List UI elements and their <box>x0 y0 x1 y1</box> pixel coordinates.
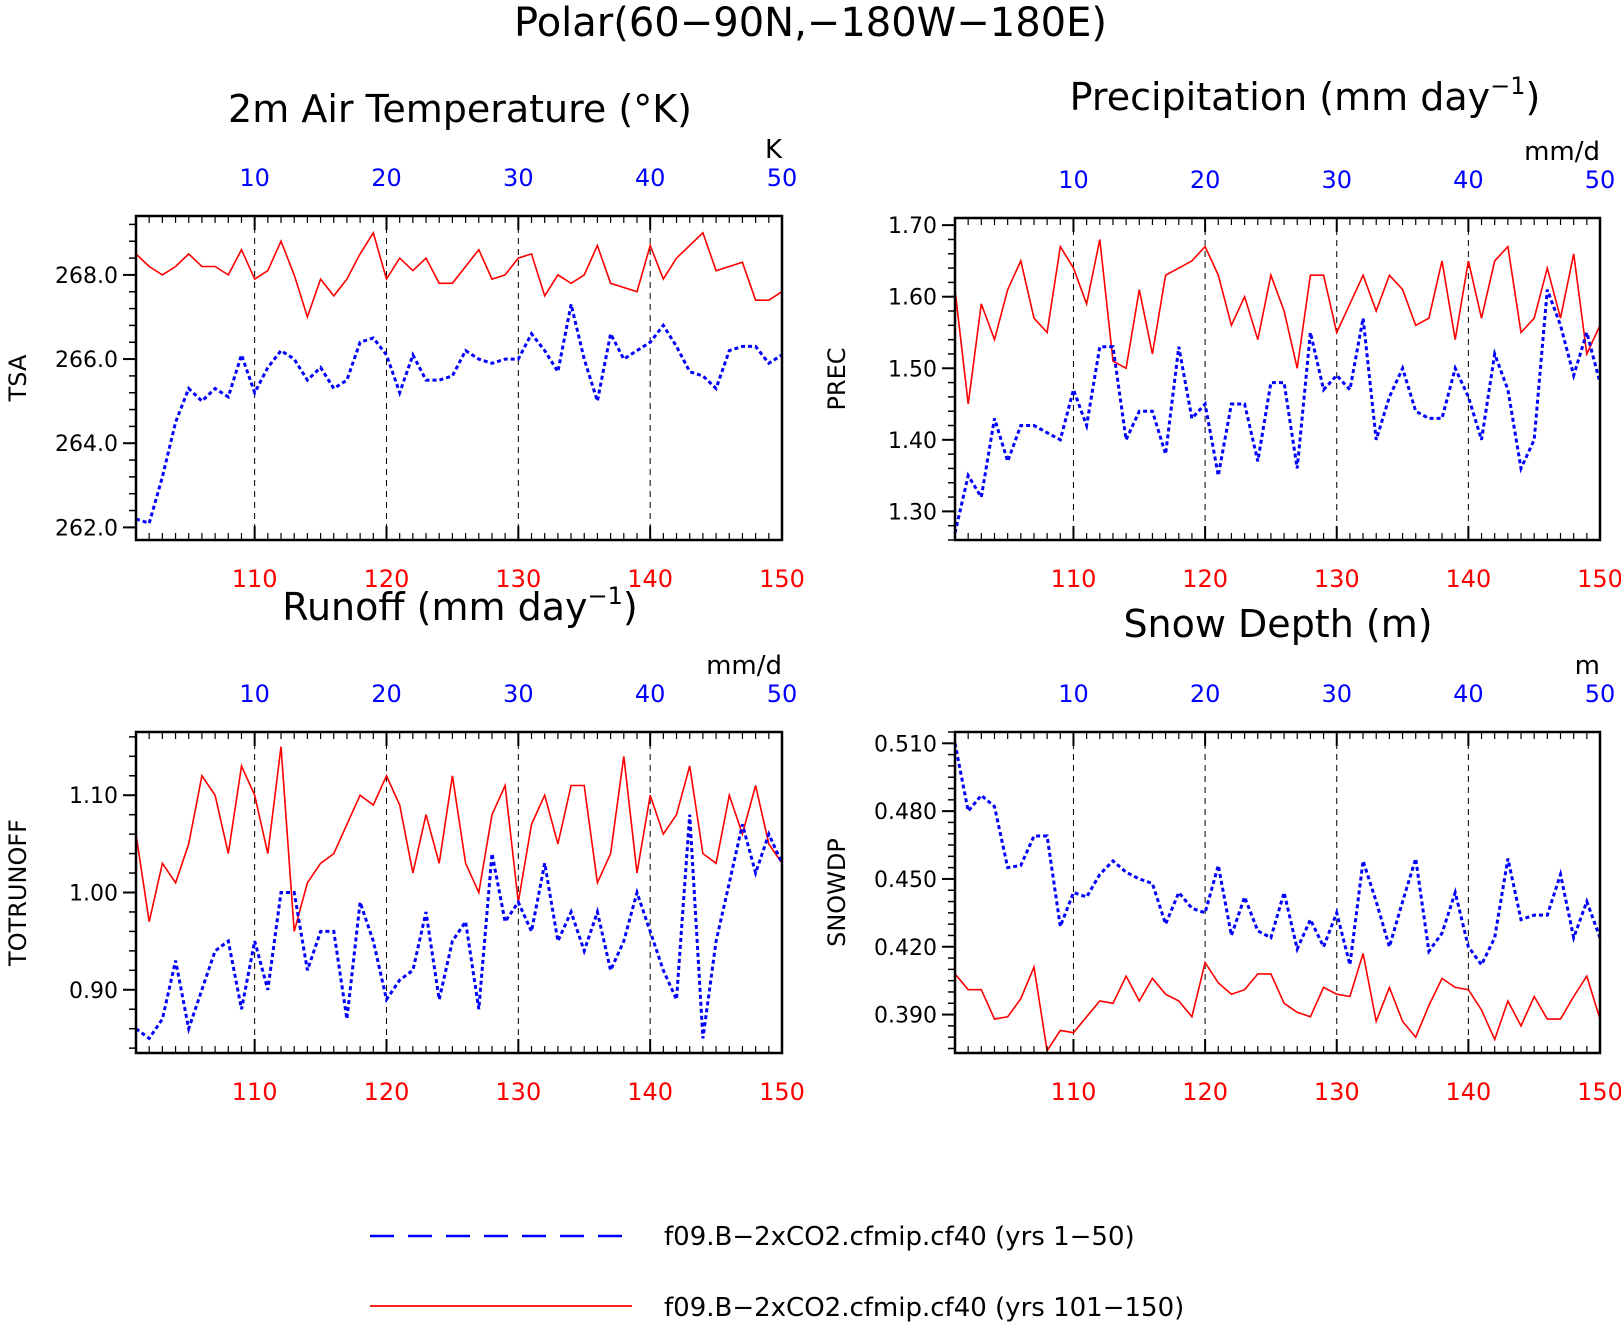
units-label: mm/d <box>1524 137 1600 167</box>
legend-label-2: f09.B−2xCO2.cfmip.cf40 (yrs 101−150) <box>664 1293 1184 1323</box>
legend: f09.B−2xCO2.cfmip.cf40 (yrs 1−50) f09.B−2… <box>370 1222 1184 1323</box>
x-top-tick-label: 20 <box>1190 680 1221 708</box>
x-top-tick-label: 40 <box>1453 166 1484 194</box>
x-bottom-tick-label: 140 <box>627 565 673 593</box>
x-bottom-tick-label: 110 <box>232 1078 278 1106</box>
y-tick-label: 0.450 <box>874 868 937 893</box>
x-top-tick-label: 30 <box>503 680 534 708</box>
units-label: mm/d <box>706 651 782 681</box>
x-bottom-tick-label: 150 <box>1577 565 1621 593</box>
x-top-tick-label: 40 <box>635 164 666 192</box>
y-tick-label: 0.420 <box>874 936 937 961</box>
x-bottom-tick-label: 140 <box>1445 565 1491 593</box>
x-bottom-tick-label: 110 <box>1051 565 1097 593</box>
y-tick-label: 0.480 <box>874 800 937 825</box>
x-top-tick-label: 40 <box>635 680 666 708</box>
x-bottom-tick-label: 130 <box>1314 565 1360 593</box>
x-bottom-tick-label: 150 <box>759 565 805 593</box>
series-line-yrs-101-150 <box>954 953 1601 1053</box>
x-bottom-tick-label: 120 <box>1182 1078 1228 1106</box>
x-top-tick-label: 50 <box>767 680 798 708</box>
y-tick-label: 1.00 <box>69 882 118 907</box>
chart-title: Snow Depth (m) <box>1123 602 1432 646</box>
main-title: Polar(60−90N,−180W−180E) <box>514 0 1107 46</box>
series-line-yrs-1-50 <box>135 814 784 1041</box>
y-tick-label: 264.0 <box>55 432 118 457</box>
y-tick-label: 1.30 <box>888 500 937 525</box>
y-tick-label: 1.10 <box>69 784 118 809</box>
x-top-tick-label: 20 <box>371 680 402 708</box>
chart-panel-4: Snow Depth (m) 0.390 0.420 0.450 0.480 0.510 S… <box>823 602 1621 1106</box>
series-line-yrs-101-150 <box>135 230 783 320</box>
y-tick-label: 266.0 <box>55 348 118 373</box>
x-top-tick-label: 10 <box>1058 680 1089 708</box>
y-tick-label: 262.0 <box>55 516 118 541</box>
legend-label-1: f09.B−2xCO2.cfmip.cf40 (yrs 1−50) <box>664 1222 1135 1252</box>
x-bottom-tick-label: 110 <box>232 565 278 593</box>
y-tick-label: 1.70 <box>888 214 937 239</box>
x-bottom-tick-label: 120 <box>364 565 410 593</box>
y-tick-label: 0.90 <box>69 979 118 1004</box>
chart-panel-2: Precipitation (mm day−1) 1.30 1.40 1.50 1.60… <box>823 72 1621 593</box>
plot-frame <box>953 730 1602 1055</box>
plot-frame <box>953 216 1602 542</box>
units-label: K <box>765 135 783 165</box>
x-top-tick-label: 30 <box>503 164 534 192</box>
chart-title: Precipitation (mm day−1) <box>1070 72 1541 119</box>
units-label: m <box>1575 651 1600 681</box>
y-tick-label: 1.50 <box>888 357 937 382</box>
y-tick-label: 1.40 <box>888 429 937 454</box>
x-bottom-tick-label: 140 <box>1445 1078 1491 1106</box>
x-bottom-tick-label: 130 <box>1314 1078 1360 1106</box>
x-top-tick-label: 30 <box>1321 166 1352 194</box>
y-axis-label: SNOWDP <box>823 838 851 947</box>
series-line-yrs-1-50 <box>953 743 1602 968</box>
chart-panel-1: 2m Air Temperature (°K) 262.0 264.0 266.0 26… <box>4 87 805 593</box>
series-line-yrs-101-150 <box>135 746 783 932</box>
x-top-tick-label: 50 <box>767 164 798 192</box>
y-axis-label: PREC <box>823 347 851 410</box>
x-bottom-tick-label: 110 <box>1051 1078 1097 1106</box>
y-tick-label: 0.510 <box>874 732 937 757</box>
y-tick-label: 1.60 <box>888 286 937 311</box>
x-bottom-tick-label: 120 <box>364 1078 410 1106</box>
x-top-tick-label: 50 <box>1585 680 1616 708</box>
x-top-tick-label: 10 <box>239 164 270 192</box>
plot-frame <box>134 214 784 542</box>
chart-title: Runoff (mm day−1) <box>282 582 637 629</box>
chart-title: 2m Air Temperature (°K) <box>228 87 692 131</box>
x-top-tick-label: 20 <box>1190 166 1221 194</box>
y-axis-label: TOTRUNOFF <box>4 819 32 967</box>
y-tick-label: 268.0 <box>55 264 118 289</box>
x-bottom-tick-label: 130 <box>495 565 541 593</box>
chart-panel-3: Runoff (mm day−1) 0.90 1.00 1.10 TOTRUNOFF 11… <box>4 582 805 1106</box>
y-axis-label: TSA <box>4 354 32 402</box>
series-line-yrs-1-50 <box>953 289 1602 534</box>
y-tick-label: 0.390 <box>874 1004 937 1029</box>
series-line-yrs-1-50 <box>135 304 783 526</box>
x-bottom-tick-label: 150 <box>1577 1078 1621 1106</box>
x-top-tick-label: 20 <box>371 164 402 192</box>
series-line-yrs-101-150 <box>954 239 1601 405</box>
x-top-tick-label: 10 <box>1058 166 1089 194</box>
x-bottom-tick-label: 140 <box>627 1078 673 1106</box>
x-top-tick-label: 50 <box>1585 166 1616 194</box>
x-bottom-tick-label: 150 <box>759 1078 805 1106</box>
x-top-tick-label: 40 <box>1453 680 1484 708</box>
x-bottom-tick-label: 130 <box>495 1078 541 1106</box>
x-top-tick-label: 10 <box>239 680 270 708</box>
x-top-tick-label: 30 <box>1321 680 1352 708</box>
x-bottom-tick-label: 120 <box>1182 565 1228 593</box>
